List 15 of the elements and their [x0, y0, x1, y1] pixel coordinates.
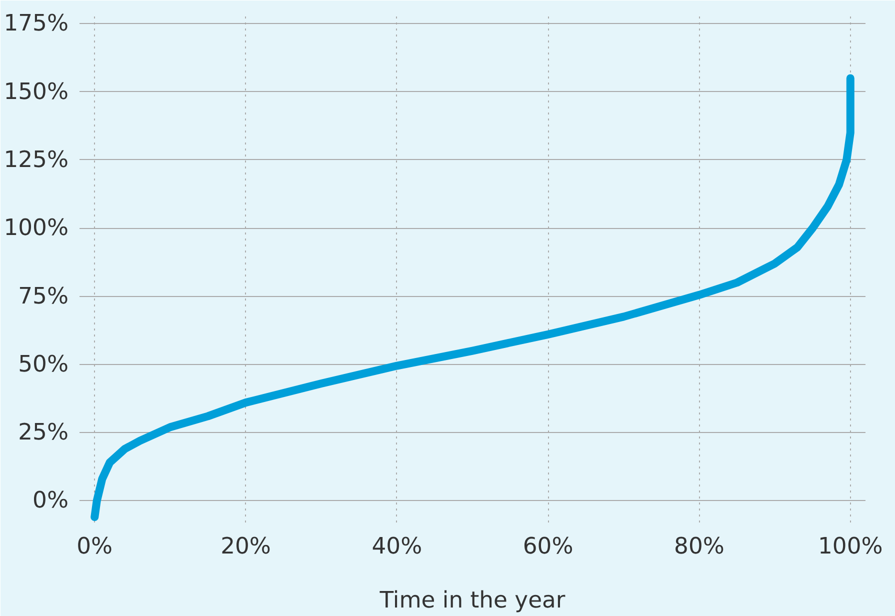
- x-tick-label: 0%: [76, 534, 113, 560]
- x-tick-label: 60%: [522, 534, 574, 560]
- x-tick-label: 80%: [674, 534, 724, 560]
- x-tick-label: 40%: [372, 534, 422, 560]
- y-tick-label: 75%: [18, 283, 68, 310]
- y-tick-label: 0%: [32, 488, 69, 514]
- y-tick-label: 25%: [18, 420, 68, 446]
- y-tick-label: 150%: [4, 78, 69, 105]
- x-tick-label: 100%: [818, 534, 883, 560]
- y-tick-label: 175%: [4, 10, 69, 37]
- y-tick-label: 50%: [18, 351, 68, 378]
- x-axis-title: Time in the year: [378, 588, 566, 614]
- y-tick-label: 125%: [4, 146, 69, 173]
- y-tick-label: 100%: [4, 215, 69, 242]
- x-tick-label: 20%: [220, 534, 271, 560]
